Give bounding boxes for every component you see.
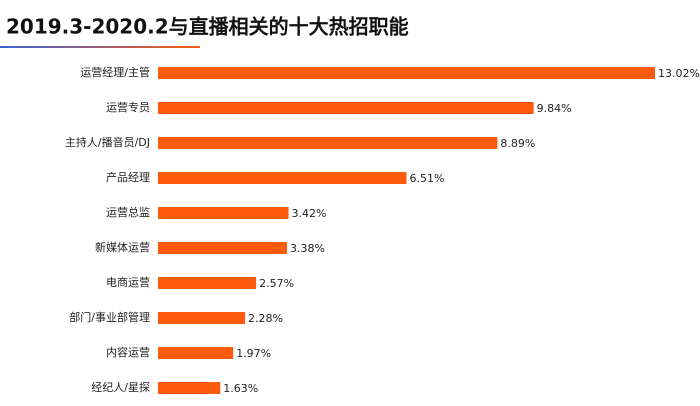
value-label: 8.89%: [500, 137, 535, 150]
value-label: 2.28%: [248, 312, 283, 325]
value-label: 1.63%: [223, 382, 258, 395]
title-underline: [0, 46, 200, 48]
bar: [158, 277, 257, 289]
category-label: 内容运营: [106, 345, 150, 359]
bar: [158, 67, 655, 79]
bar: [158, 102, 534, 114]
value-label: 3.42%: [292, 207, 327, 220]
bar: [158, 347, 234, 359]
category-label: 电商运营: [106, 275, 150, 289]
bar: [158, 242, 288, 254]
value-label: 1.97%: [236, 347, 271, 360]
value-label: 6.51%: [410, 172, 445, 185]
category-label: 主持人/播音员/DJ: [65, 135, 150, 149]
bar: [158, 382, 221, 394]
chart-title: 2019.3-2020.2与直播相关的十大热招职能: [6, 15, 409, 39]
category-label: 部门/事业部管理: [69, 310, 150, 324]
value-label: 13.02%: [658, 67, 700, 80]
value-label: 9.84%: [537, 102, 572, 115]
category-label: 新媒体运营: [95, 240, 150, 254]
category-label: 产品经理: [106, 170, 150, 184]
value-label: 2.57%: [259, 277, 294, 290]
category-label: 运营总监: [106, 205, 150, 219]
bar: [158, 312, 246, 324]
category-label: 经纪人/星探: [91, 381, 150, 394]
category-label: 运营专员: [106, 100, 150, 114]
bar: [158, 207, 289, 219]
bar: [158, 172, 407, 184]
value-label: 3.38%: [290, 242, 325, 255]
bar: [158, 137, 498, 149]
category-label: 运营经理/主管: [80, 65, 150, 79]
